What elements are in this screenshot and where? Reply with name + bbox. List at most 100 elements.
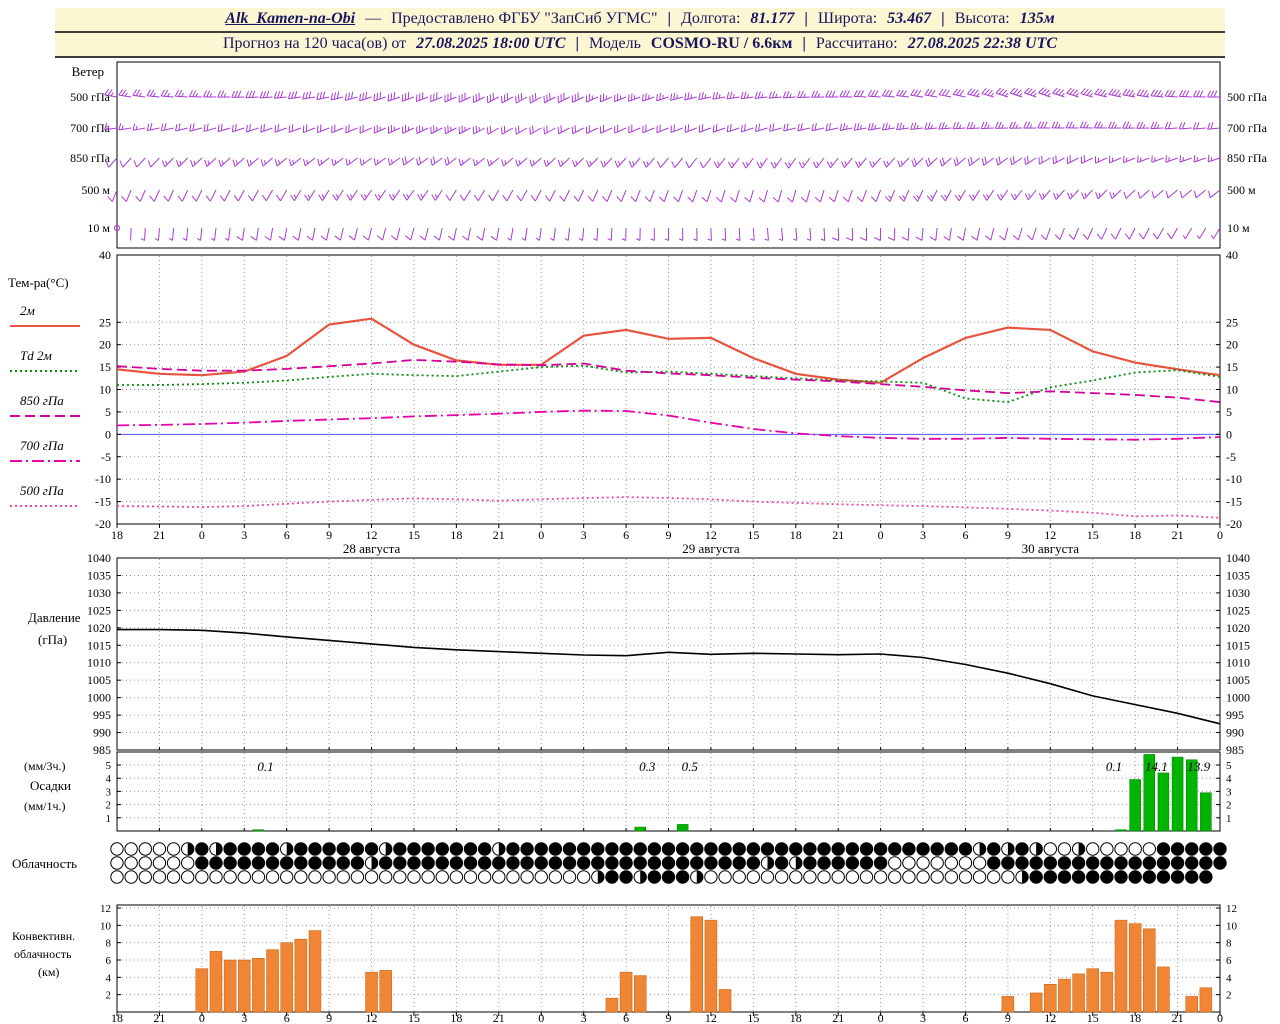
precip-tick-left: 4	[106, 773, 112, 785]
pressure-tick-left: 1040	[87, 551, 111, 565]
precip-amount-label: 14.1	[1145, 759, 1168, 774]
wind-level-label-left: 500 м	[81, 183, 110, 197]
hour-label-bottom: 9	[1005, 1011, 1011, 1024]
conv-tick-right: 2	[1226, 990, 1232, 1002]
hour-label-bottom: 9	[666, 1011, 672, 1024]
wind-level-label-left: 10 м	[87, 221, 110, 235]
temperature-panel	[116, 317, 1221, 519]
panel-frames	[116, 61, 1221, 1016]
hour-label-mid: 18	[1129, 528, 1141, 542]
hour-label-bottom: 6	[284, 1011, 290, 1024]
hour-label-mid: 0	[1217, 528, 1223, 542]
pressure-tick-right: 1040	[1226, 551, 1250, 565]
conv-tick-right: 6	[1226, 955, 1232, 967]
hour-label-bottom: 0	[878, 1011, 884, 1024]
legend-label: 700 гПа	[20, 438, 64, 453]
pressure-tick-right: 1010	[1226, 656, 1250, 670]
hour-label-mid: 0	[878, 528, 884, 542]
wind-level-label-right: 500 м	[1227, 183, 1256, 197]
conv-panel-unit: (км)	[38, 965, 59, 979]
legend-label: 500 гПа	[20, 483, 64, 498]
precip-amount-label: 0.5	[682, 759, 699, 774]
temp-tick-left: 10	[99, 383, 111, 397]
conv-tick-left: 10	[100, 920, 112, 932]
conv-panel-title-1: Конвективн.	[12, 929, 75, 943]
conv-tick-right: 4	[1226, 972, 1232, 984]
pressure-tick-left: 1030	[87, 586, 111, 600]
precip-unit-1h: (мм/1ч.)	[24, 799, 66, 813]
precipitation-panel: 0.1 0.3 0.5 0.1 14.1 13.9	[252, 754, 1212, 832]
legend-label: Td 2м	[20, 348, 52, 363]
wind-panel-title: Ветер	[72, 64, 104, 79]
wind-level-label-left: 500 гПа	[70, 90, 111, 104]
hour-label-mid: 15	[1087, 528, 1099, 542]
hour-label-mid: 6	[284, 528, 290, 542]
pressure-tick-left: 1015	[87, 638, 111, 652]
separator: |	[941, 10, 945, 27]
pressure-tick-left: 985	[93, 743, 111, 757]
conv-tick-right: 8	[1226, 938, 1232, 950]
pressure-tick-right: 1035	[1226, 568, 1250, 582]
pressure-tick-left: 1000	[87, 691, 111, 705]
wind-level-label-left: 850 гПа	[70, 151, 111, 165]
hour-label-bottom: 18	[450, 1011, 462, 1024]
forecast-time: 27.08.2025 18:00 UTC	[416, 35, 566, 52]
pressure-tick-right: 995	[1226, 708, 1244, 722]
hour-label-mid: 3	[241, 528, 247, 542]
temp-tick-right: -15	[1226, 495, 1242, 509]
pressure-tick-right: 1030	[1226, 586, 1250, 600]
conv-tick-left: 2	[106, 990, 112, 1002]
temp-panel-title: Тем-ра(°C)	[8, 275, 69, 290]
temp-tick-right: 15	[1226, 360, 1238, 374]
separator: |	[802, 35, 806, 52]
temp-tick-left: -5	[101, 450, 111, 464]
precip-panel-title: Осадки	[30, 778, 71, 793]
temp-tick-left: 15	[99, 360, 111, 374]
precip-tick-right: 4	[1226, 773, 1232, 785]
legend-label: 2м	[20, 303, 35, 318]
precip-tick-right: 2	[1226, 800, 1232, 812]
pressure-panel-unit: (гПа)	[38, 632, 67, 647]
pressure-panel	[117, 628, 1221, 725]
precip-amount-label: 13.9	[1187, 759, 1210, 774]
hour-label-bottom: 18	[790, 1011, 802, 1024]
date-label: 30 августа	[1022, 541, 1080, 556]
temp-tick-left: -20	[95, 517, 111, 531]
pressure-tick-right: 1025	[1226, 603, 1250, 617]
precip-tick-left: 1	[106, 813, 112, 825]
conv-tick-left: 8	[106, 938, 112, 950]
hour-label-bottom: 9	[326, 1011, 332, 1024]
pressure-tick-right: 1020	[1226, 621, 1250, 635]
hour-label-bottom: 3	[241, 1011, 247, 1024]
precip-amount-label: 0.1	[1106, 759, 1122, 774]
hour-label-bottom: 15	[1087, 1011, 1099, 1024]
hour-label-mid: 21	[1172, 528, 1184, 542]
temp-tick-right: 5	[1226, 405, 1232, 419]
temp-tick-left: 0	[105, 427, 111, 441]
precip-tick-right: 1	[1226, 813, 1232, 825]
header-row-2: Прогноз на 120 часа(ов) от 27.08.2025 18…	[55, 33, 1225, 58]
wind-level-label-right: 500 гПа	[1227, 90, 1268, 104]
temp-tick-right: 20	[1226, 338, 1238, 352]
model-name: COSMO-RU / 6.6км	[650, 35, 793, 52]
wind-panel	[104, 87, 1221, 241]
hour-label-mid: 3	[581, 528, 587, 542]
precip-tick-right: 3	[1226, 786, 1232, 798]
date-label: 28 августа	[343, 541, 401, 556]
conv-panel-title-2: облачность	[14, 947, 72, 961]
hour-label-mid: 18	[790, 528, 802, 542]
precip-tick-left: 2	[106, 800, 112, 812]
hour-label-bottom: 12	[1044, 1011, 1056, 1024]
precip-tick-left: 5	[106, 760, 112, 772]
pressure-tick-left: 1010	[87, 656, 111, 670]
hour-label-mid: 9	[666, 528, 672, 542]
pressure-tick-left: 995	[93, 708, 111, 722]
hour-label-bottom: 15	[747, 1011, 759, 1024]
altitude-label: Высота:	[954, 10, 1010, 27]
header-dash: —	[365, 10, 382, 27]
wind-level-label-right: 700 гПа	[1227, 121, 1268, 135]
wind-level-label-right: 10 м	[1227, 221, 1250, 235]
separator: |	[575, 35, 580, 52]
hour-label-mid: 15	[408, 528, 420, 542]
